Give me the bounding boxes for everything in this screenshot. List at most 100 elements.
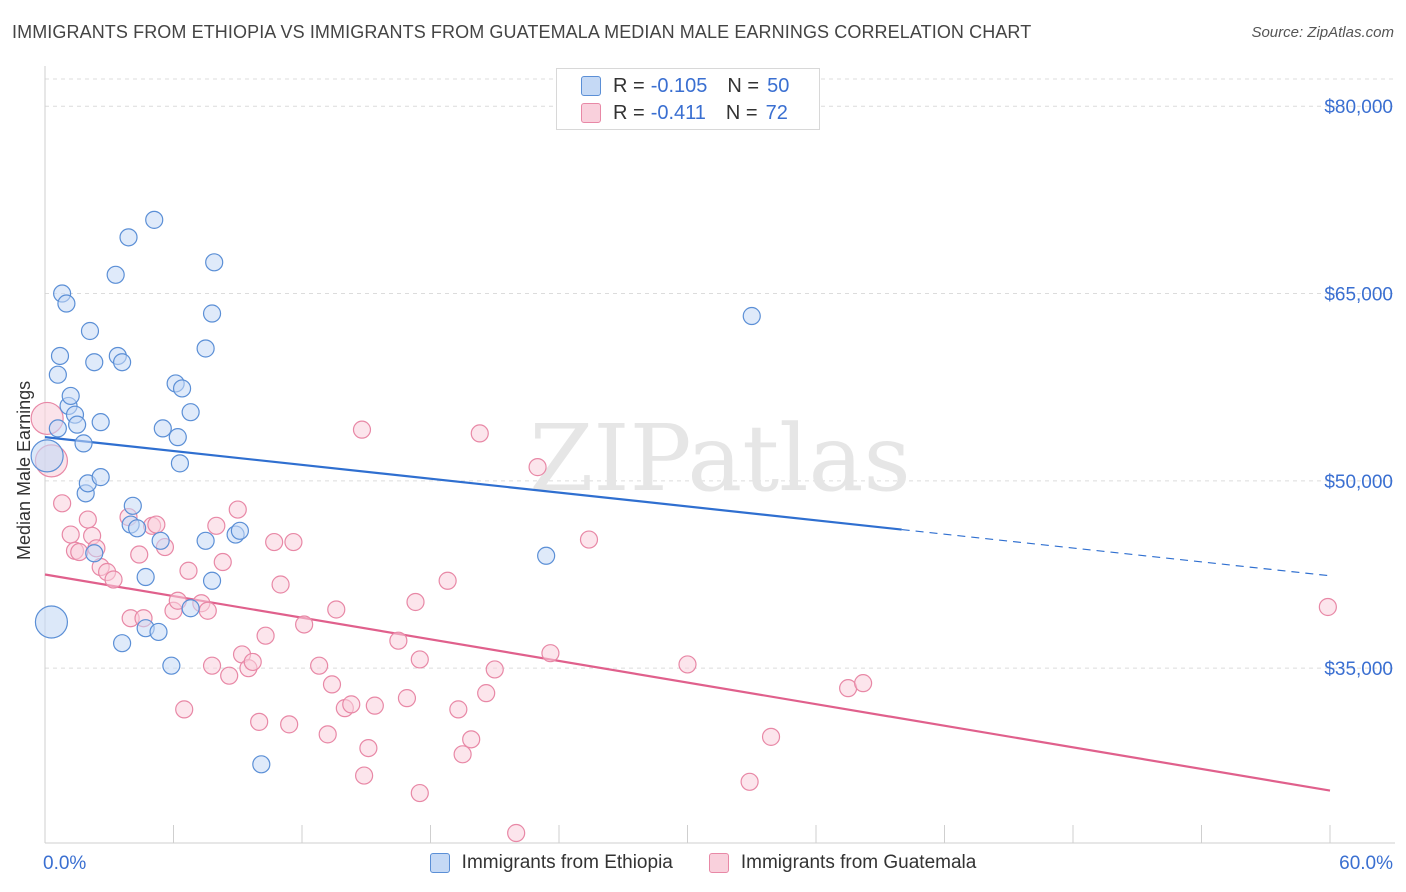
legend-item-guatemala[interactable]: Immigrants from Guatemala bbox=[708, 852, 976, 874]
ethiopia-point bbox=[34, 605, 69, 639]
ethiopia-point bbox=[202, 304, 222, 323]
n-label: N = bbox=[727, 74, 760, 97]
guatemala-point bbox=[678, 655, 697, 674]
y-tick-label: $65,000 bbox=[1324, 285, 1393, 306]
ethiopia-point bbox=[112, 634, 132, 653]
guatemala-point bbox=[147, 515, 166, 534]
guatemala-point bbox=[453, 745, 472, 764]
ethiopia-point bbox=[48, 365, 67, 384]
guatemala-point bbox=[397, 689, 417, 708]
ethiopia-point bbox=[80, 321, 100, 341]
ethiopia-point bbox=[172, 379, 192, 398]
y-axis-label: Median Male Earnings bbox=[14, 380, 34, 560]
guatemala-point bbox=[70, 542, 89, 562]
ethiopia-point bbox=[119, 228, 138, 247]
ethiopia-point bbox=[106, 265, 125, 284]
grid-lines bbox=[45, 78, 1395, 669]
guatemala-point bbox=[528, 458, 547, 477]
guatemala-point bbox=[449, 700, 468, 719]
guatemala-point bbox=[740, 772, 759, 791]
r-label: R = bbox=[613, 101, 645, 124]
ethiopia-point bbox=[162, 656, 181, 675]
guatemala-point bbox=[202, 656, 222, 675]
ethiopia-point bbox=[50, 346, 70, 366]
ethiopia-point bbox=[181, 599, 200, 618]
guatemala-point bbox=[198, 601, 217, 620]
guatemala-point bbox=[854, 674, 873, 693]
ethiopia-point bbox=[91, 413, 110, 432]
guatemala-point bbox=[327, 600, 346, 619]
guatemala-point bbox=[761, 727, 781, 746]
ethiopia-point bbox=[136, 567, 155, 587]
guatemala-point bbox=[462, 730, 481, 749]
guatemala-point bbox=[284, 532, 303, 552]
ethiopia-point bbox=[85, 353, 104, 372]
n-value: 50 bbox=[767, 74, 790, 97]
guatemala-point bbox=[243, 652, 262, 672]
chart-title: IMMIGRANTS FROM ETHIOPIA VS IMMIGRANTS F… bbox=[12, 22, 1032, 42]
ethiopia-point bbox=[68, 415, 87, 434]
ethiopia-swatch bbox=[581, 76, 601, 96]
legend-item-ethiopia[interactable]: Immigrants from Ethiopia bbox=[429, 852, 673, 874]
legend-row-guatemala: R = -0.411 N = 72 bbox=[581, 100, 788, 126]
guatemala-point bbox=[179, 561, 198, 580]
ethiopia-point bbox=[48, 419, 67, 438]
legend-row-ethiopia: R = -0.105 N = 50 bbox=[581, 73, 789, 99]
guatemala-point bbox=[104, 570, 123, 589]
guatemala-point bbox=[470, 424, 489, 443]
guatemala-point bbox=[295, 615, 314, 634]
guatemala-point bbox=[541, 644, 560, 663]
y-tick-label: $35,000 bbox=[1324, 659, 1393, 680]
r-value: -0.105 bbox=[650, 74, 708, 97]
ethiopia-trend-extension bbox=[901, 528, 1331, 577]
ethiopia-point bbox=[252, 755, 271, 774]
guatemala-point bbox=[220, 666, 239, 685]
source-label: Source: ZipAtlas.com bbox=[1251, 24, 1394, 41]
guatemala-point bbox=[477, 684, 496, 703]
guatemala-point bbox=[352, 420, 372, 439]
ethiopia-point bbox=[127, 519, 147, 538]
guatemala-point bbox=[410, 783, 429, 803]
ethiopia-trend-line bbox=[44, 436, 902, 531]
guatemala-point bbox=[507, 823, 526, 843]
guatemala-point bbox=[1318, 597, 1337, 617]
ethiopia-point bbox=[170, 454, 190, 473]
guatemala-point bbox=[389, 631, 408, 650]
n-label: N = bbox=[725, 101, 758, 124]
ethiopia-point bbox=[57, 294, 76, 313]
correlation-legend: R = -0.105 N = 50 R = -0.411 N = 72 bbox=[556, 68, 820, 130]
guatemala-point bbox=[579, 530, 599, 549]
ethiopia-point bbox=[30, 439, 64, 473]
guatemala-point bbox=[130, 545, 149, 564]
ethiopia-point bbox=[153, 419, 172, 438]
ethiopia-point bbox=[196, 339, 215, 358]
ethiopia-point bbox=[230, 521, 249, 540]
guatemala-point bbox=[485, 660, 504, 679]
ethiopia-point bbox=[145, 210, 164, 229]
guatemala-point bbox=[175, 700, 194, 719]
ethiopia-point bbox=[85, 544, 104, 563]
r-value: -0.411 bbox=[650, 101, 706, 124]
y-tick-label: $80,000 bbox=[1324, 97, 1393, 118]
guatemala-point bbox=[280, 715, 299, 734]
ethiopia-swatch bbox=[429, 853, 450, 873]
ethiopia-point bbox=[168, 428, 187, 447]
guatemala-point bbox=[256, 626, 275, 645]
watermark: ZIPatlas bbox=[529, 405, 910, 512]
ethiopia-point bbox=[181, 403, 200, 422]
ethiopia-point bbox=[91, 468, 110, 487]
ethiopia-point bbox=[537, 546, 556, 565]
ethiopia-point bbox=[74, 434, 93, 453]
guatemala-trend-line bbox=[44, 573, 1331, 792]
ethiopia-point bbox=[202, 571, 222, 590]
guatemala-swatch bbox=[581, 103, 601, 123]
guatemala-point bbox=[355, 766, 374, 785]
ethiopia-point bbox=[123, 496, 142, 515]
guatemala-point bbox=[271, 575, 290, 594]
x-tick-label: 0.0% bbox=[43, 853, 86, 874]
r-label: R = bbox=[613, 74, 645, 97]
ethiopia-point bbox=[112, 353, 132, 372]
guatemala-point bbox=[359, 738, 378, 758]
x-tick-label: 60.0% bbox=[1339, 853, 1393, 874]
